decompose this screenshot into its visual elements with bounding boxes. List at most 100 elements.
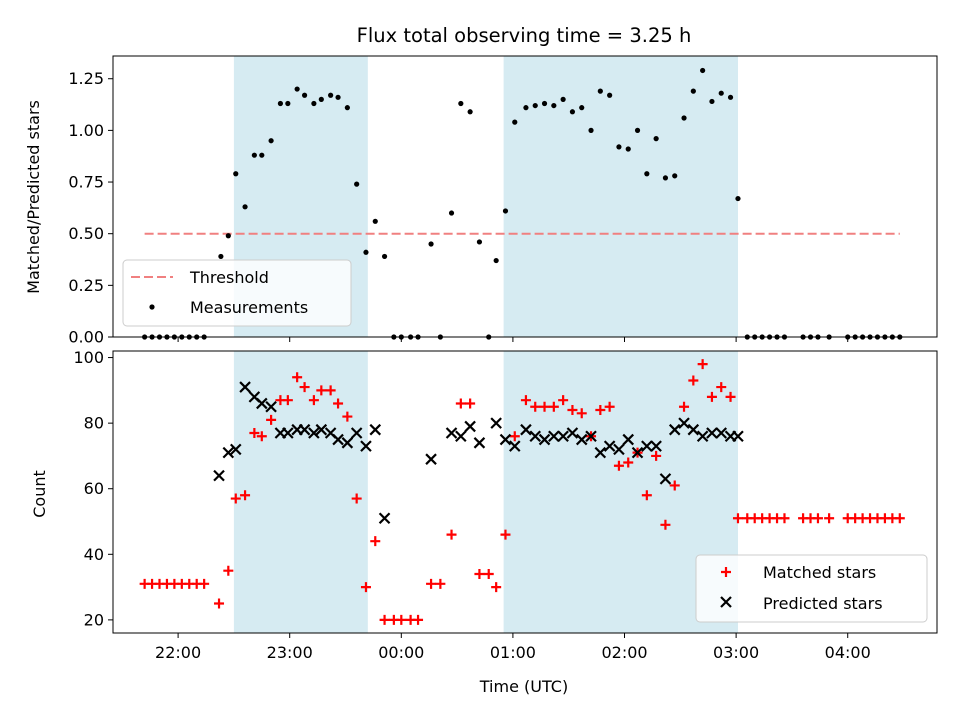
predicted-star-point xyxy=(298,423,311,436)
x-tick-label: 02:00 xyxy=(601,643,647,662)
observing-band xyxy=(503,56,738,337)
predicted-star-point xyxy=(631,446,644,459)
predicted-star-point xyxy=(566,427,579,439)
legend-matched-label: Matched stars xyxy=(763,563,876,582)
measurement-point xyxy=(672,173,678,179)
measurement-point xyxy=(634,127,641,133)
matched-star-point xyxy=(240,490,251,501)
measurement-point xyxy=(718,90,724,96)
measurement-point xyxy=(372,218,378,224)
matched-star-point xyxy=(292,372,303,383)
predicted-star-point xyxy=(557,430,569,443)
matched-star-point xyxy=(396,614,407,625)
matched-star-point xyxy=(520,395,531,406)
measurement-point xyxy=(428,241,434,247)
measurement-point xyxy=(277,100,284,107)
predicted-star-point xyxy=(369,423,382,436)
measurement-point xyxy=(569,109,576,115)
predicted-star-point xyxy=(594,446,607,459)
matched-star-point xyxy=(558,395,569,406)
matched-star-point xyxy=(199,578,210,589)
predicted-star-point xyxy=(696,430,709,443)
x-tick-label: 03:00 xyxy=(713,643,759,662)
predicted-star-point xyxy=(378,512,391,525)
predicted-star-point xyxy=(473,437,486,449)
predicted-star-point xyxy=(308,427,320,439)
measurement-point xyxy=(681,115,687,121)
legend-box xyxy=(122,259,352,327)
predicted-star-point xyxy=(538,433,551,446)
x-tick-label: 00:00 xyxy=(378,643,424,662)
predicted-star-point xyxy=(575,433,588,446)
measurement-point xyxy=(354,181,360,187)
y-tick-label: 0.00 xyxy=(68,328,104,347)
measurement-point xyxy=(625,146,631,152)
matched-star-point xyxy=(613,460,624,471)
predicted-star-point xyxy=(659,473,672,485)
measurement-point xyxy=(551,102,557,109)
x-tick-label: 04:00 xyxy=(825,643,871,662)
matched-star-point xyxy=(595,405,606,416)
legend-predicted-label: Predicted stars xyxy=(763,594,883,613)
predicted-star-point xyxy=(687,423,700,436)
measurement-point xyxy=(268,138,274,144)
measurement-point xyxy=(381,253,388,260)
measurement-point xyxy=(285,100,291,107)
matched-star-point xyxy=(651,450,662,461)
predicted-star-point xyxy=(425,453,437,465)
matched-star-point xyxy=(455,398,466,409)
matched-star-point xyxy=(474,568,485,579)
measurement-point xyxy=(493,257,499,264)
y-tick-label: 40 xyxy=(84,545,104,564)
measurement-point xyxy=(225,233,231,239)
y-tick-label: 1.00 xyxy=(68,121,104,140)
matched-star-point xyxy=(446,529,457,540)
measurement-point xyxy=(541,100,548,107)
matched-star-point xyxy=(716,382,727,393)
predicted-star-point xyxy=(499,433,512,446)
x-axis-label: Time (UTC) xyxy=(479,677,568,696)
measurement-point xyxy=(318,96,324,102)
matched-star-point xyxy=(725,391,736,402)
predicted-star-point xyxy=(464,420,476,433)
matched-star-point xyxy=(214,598,225,609)
measurement-point xyxy=(653,136,659,142)
measurement-point xyxy=(311,100,317,107)
predicted-star-point xyxy=(360,440,372,452)
matched-star-point xyxy=(435,578,446,589)
matched-star-point xyxy=(379,614,390,625)
measurement-point xyxy=(294,86,300,92)
matched-star-point xyxy=(256,431,267,442)
matched-star-point xyxy=(641,490,652,501)
predicted-star-point xyxy=(213,469,225,482)
matched-star-point xyxy=(465,398,476,409)
legend-measurements-swatch xyxy=(149,304,155,310)
matched-star-point xyxy=(230,493,241,504)
measurement-point xyxy=(476,239,483,245)
matched-star-point xyxy=(325,385,336,396)
matched-star-point xyxy=(500,529,511,540)
measurement-point xyxy=(532,102,538,109)
chart-title: Flux total observing time = 3.25 h xyxy=(357,24,692,47)
measurement-point xyxy=(588,127,594,133)
matched-star-point xyxy=(706,391,717,402)
matched-star-point xyxy=(413,614,424,625)
matched-star-point xyxy=(308,395,319,406)
predicted-star-point xyxy=(613,443,625,456)
measurement-point xyxy=(523,105,529,111)
bottom-legend: Matched stars Predicted stars xyxy=(695,554,928,623)
top-legend: Threshold Measurements xyxy=(122,259,352,327)
predicted-star-point xyxy=(585,430,597,443)
top-panel: 0.00 0.25 0.50 0.75 1.00 1.25 Threshold Measure… xyxy=(68,55,938,347)
matched-star-point xyxy=(894,513,905,524)
predicted-star-point xyxy=(732,430,744,443)
measurement-point xyxy=(560,96,566,102)
predicted-star-point xyxy=(341,437,354,449)
predicted-star-point xyxy=(350,427,363,439)
measurement-point xyxy=(233,171,239,177)
predicted-star-point xyxy=(222,446,235,459)
measurement-point xyxy=(579,105,585,111)
predicted-star-point xyxy=(315,423,328,436)
matched-star-point xyxy=(360,582,371,593)
matched-star-point xyxy=(732,513,743,524)
